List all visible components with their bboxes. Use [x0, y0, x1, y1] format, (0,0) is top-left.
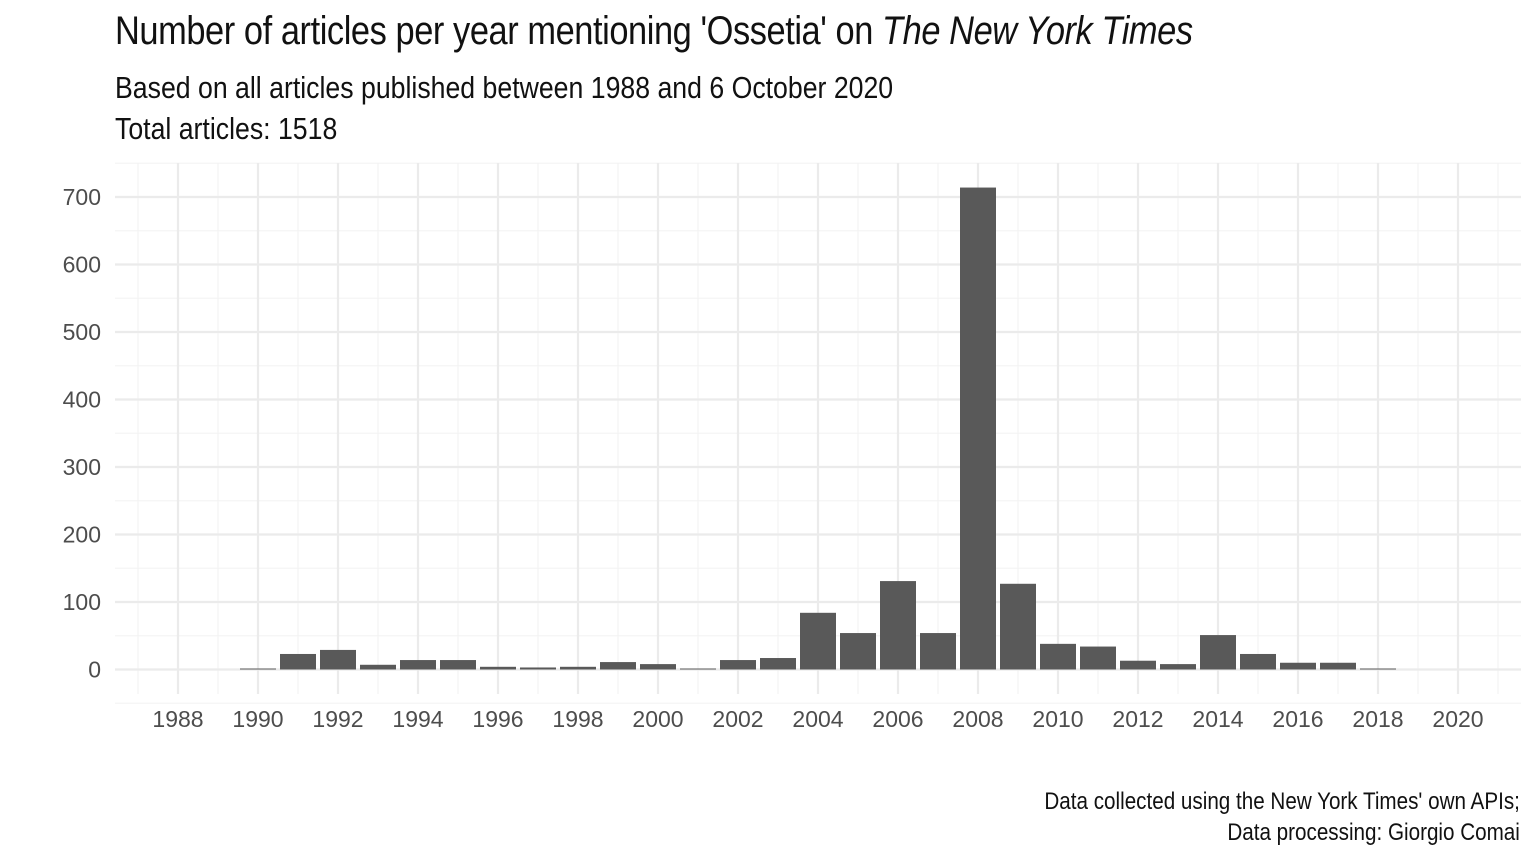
y-tick-label: 200 [63, 522, 101, 548]
y-tick-label: 600 [63, 252, 101, 278]
bar-1992 [320, 649, 356, 670]
x-axis-ticks: 1988 1990 1992 1994 1996 1998 2000 2002 2004 2006… [152, 706, 1483, 732]
x-tick-label: 1996 [472, 706, 523, 732]
x-tick-label: 2000 [632, 706, 683, 732]
y-tick-label: 0 [88, 657, 101, 683]
x-tick-label: 1988 [152, 706, 203, 732]
bar-1991 [280, 653, 316, 670]
x-tick-label: 2012 [1112, 706, 1163, 732]
x-tick-label: 2010 [1032, 706, 1083, 732]
bar-2008 [960, 187, 996, 670]
chart-subtitle-line2: Total articles: 1518 [115, 111, 338, 146]
chart-subtitle-line1: Based on all articles published between … [115, 70, 894, 105]
chart-title-main: Number of articles per year mentioning '… [115, 9, 883, 53]
caption-line2: Data processing: Giorgio Comai [1227, 819, 1520, 846]
bar-2006 [880, 581, 916, 670]
bar-2009 [1000, 583, 1036, 670]
bar-1997 [520, 667, 556, 670]
x-tick-label: 1992 [312, 706, 363, 732]
bar-2007 [920, 633, 956, 670]
bar-2013 [1160, 664, 1196, 670]
bar-2017 [1320, 662, 1356, 670]
y-tick-label: 300 [63, 454, 101, 480]
x-tick-label: 2004 [792, 706, 843, 732]
bar-1994 [400, 660, 436, 670]
bar-2016 [1280, 662, 1316, 670]
bar-2005 [840, 633, 876, 670]
x-tick-label: 2014 [1192, 706, 1243, 732]
bar-1990 [240, 668, 276, 670]
chart-title-italic: The New York Times [882, 9, 1193, 53]
x-tick-label: 2006 [872, 706, 923, 732]
x-tick-label: 1994 [392, 706, 443, 732]
y-tick-label: 700 [63, 184, 101, 210]
x-tick-label: 2018 [1352, 706, 1403, 732]
bar-2002 [720, 660, 756, 670]
bar-2003 [760, 658, 796, 670]
x-tick-label: 1998 [552, 706, 603, 732]
bar-2001 [680, 668, 716, 670]
x-tick-label: 2020 [1432, 706, 1483, 732]
bar-2014 [1200, 635, 1236, 670]
x-tick-label: 2002 [712, 706, 763, 732]
y-tick-label: 100 [63, 589, 101, 615]
bar-2010 [1040, 643, 1076, 670]
x-tick-label: 2008 [952, 706, 1003, 732]
y-tick-label: 500 [63, 319, 101, 345]
bar-2000 [640, 664, 676, 670]
bar-2012 [1120, 660, 1156, 670]
chart-title: Number of articles per year mentioning '… [115, 6, 1193, 56]
bar-2015 [1240, 653, 1276, 670]
chart-caption: Data collected using the New York Times'… [1045, 786, 1520, 848]
bar-2018 [1360, 668, 1396, 670]
bar-1998 [560, 666, 596, 670]
x-tick-label: 2016 [1272, 706, 1323, 732]
bars [240, 187, 1396, 670]
bar-1995 [440, 660, 476, 670]
bar-1996 [480, 666, 516, 670]
y-axis-ticks: 0 100 200 300 400 500 600 700 [63, 184, 101, 683]
bar-1999 [600, 662, 636, 670]
y-tick-label: 400 [63, 387, 101, 413]
x-tick-label: 1990 [232, 706, 283, 732]
bar-2004 [800, 612, 836, 670]
caption-line1: Data collected using the New York Times'… [1044, 788, 1520, 815]
bar-1993 [360, 664, 396, 670]
bar-2011 [1080, 646, 1116, 670]
